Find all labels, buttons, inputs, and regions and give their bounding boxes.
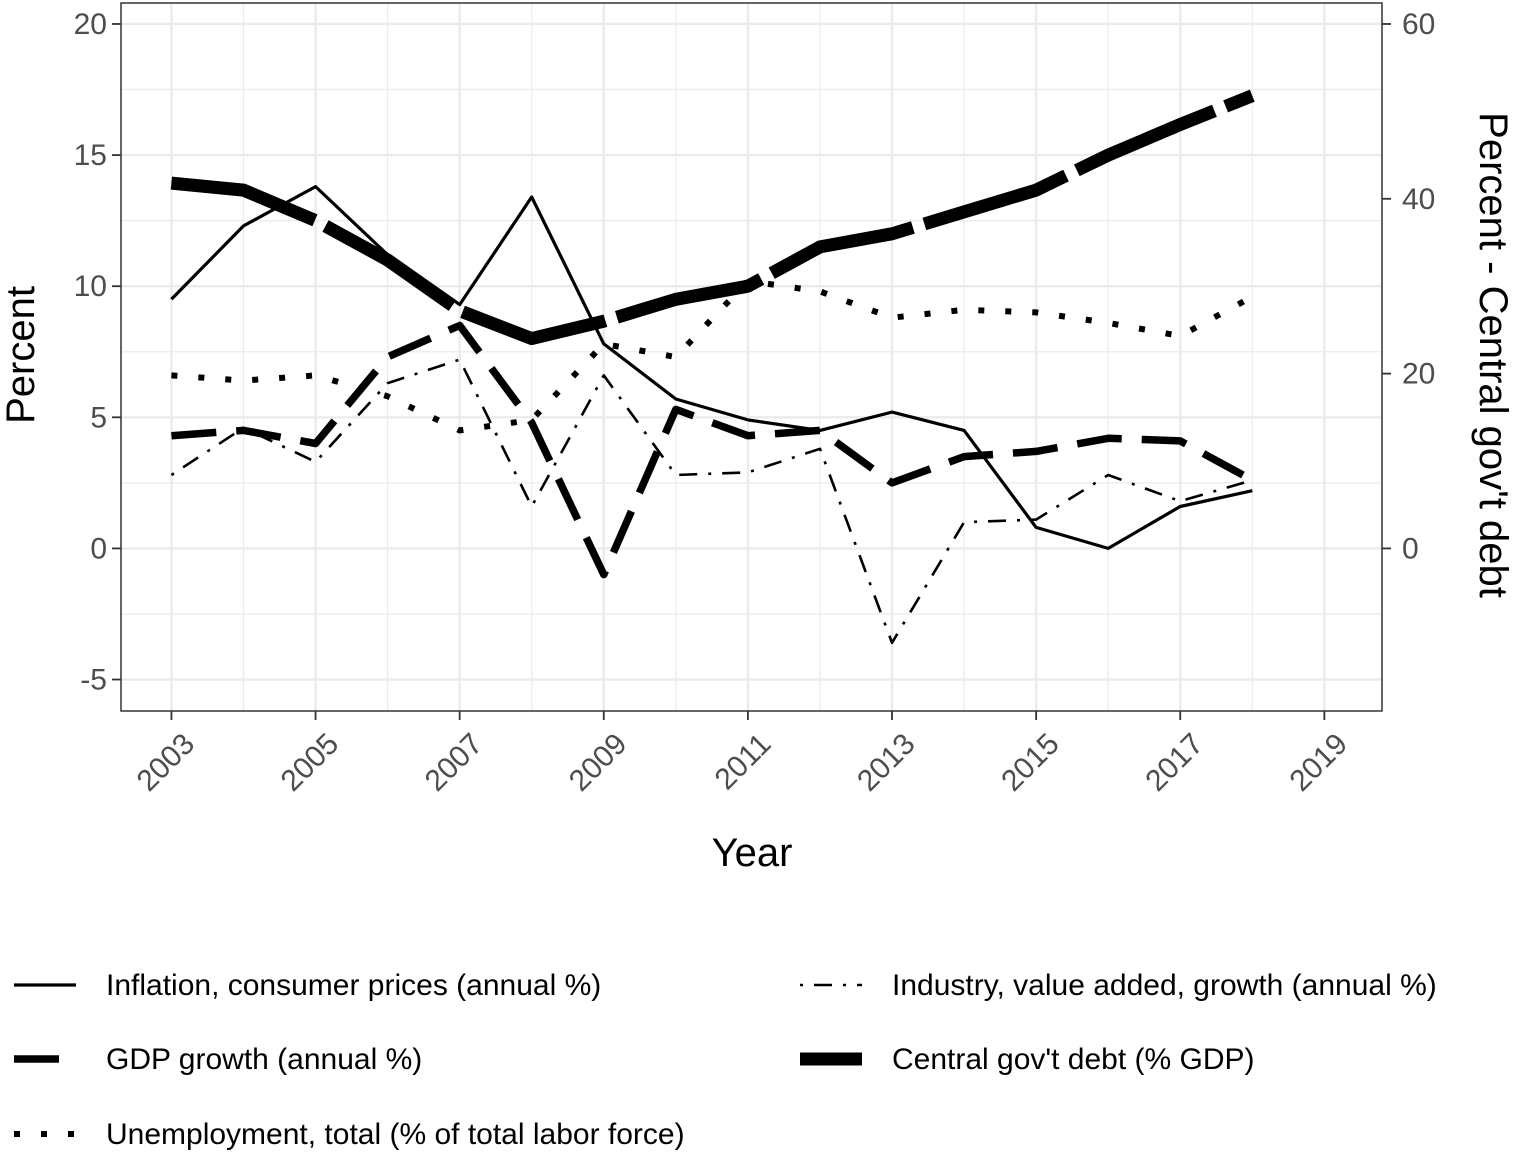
legend-label-2: GDP growth (annual %) <box>106 1043 422 1076</box>
legend-label-1: Industry, value added, growth (annual %) <box>892 969 1437 1002</box>
x-tick-label: 2017 <box>1139 727 1210 798</box>
x-tick-label: 2011 <box>709 727 778 796</box>
y2-axis-title: Percent - Central gov't debt <box>1471 112 1515 598</box>
grid <box>121 3 1382 711</box>
series-lines <box>170 89 1255 645</box>
y2-tick-label: 0 <box>1402 532 1419 565</box>
y-tick-label: 20 <box>74 8 107 41</box>
y-tick-label: 0 <box>90 532 107 565</box>
panel-border <box>120 2 1383 712</box>
legend: Inflation, consumer prices (annual %) Ind… <box>14 969 1437 1151</box>
x-tick-label: 2013 <box>851 727 922 798</box>
series-line-1 <box>170 358 1253 645</box>
x-tick-label: 2015 <box>995 727 1066 798</box>
y2-tick-label: 60 <box>1402 8 1435 41</box>
x-tick-label: 2003 <box>131 727 202 798</box>
x-tick-label: 2005 <box>275 727 346 798</box>
y-axis-title: Percent <box>0 286 43 424</box>
y2-tick-label: 20 <box>1402 358 1435 391</box>
series-line-3 <box>170 89 1255 346</box>
x-tick-label: 2007 <box>419 727 490 798</box>
x-axis-title: Year <box>712 831 793 875</box>
series-line-0 <box>170 185 1253 551</box>
legend-label-3: Central gov't debt (% GDP) <box>892 1043 1255 1076</box>
legend-label-0: Inflation, consumer prices (annual %) <box>106 969 601 1002</box>
y2-tick-label: 40 <box>1402 183 1435 216</box>
y-tick-label: 5 <box>90 401 107 434</box>
legend-label-4: Unemployment, total (% of total labor fo… <box>106 1118 685 1151</box>
x-tick-label: 2009 <box>563 727 634 798</box>
y-tick-label: 10 <box>74 270 107 303</box>
x-tick-label: 2019 <box>1283 727 1354 798</box>
y-tick-label: 15 <box>74 139 107 172</box>
y-tick-label: -5 <box>80 664 107 697</box>
series-line-2 <box>171 321 1255 579</box>
